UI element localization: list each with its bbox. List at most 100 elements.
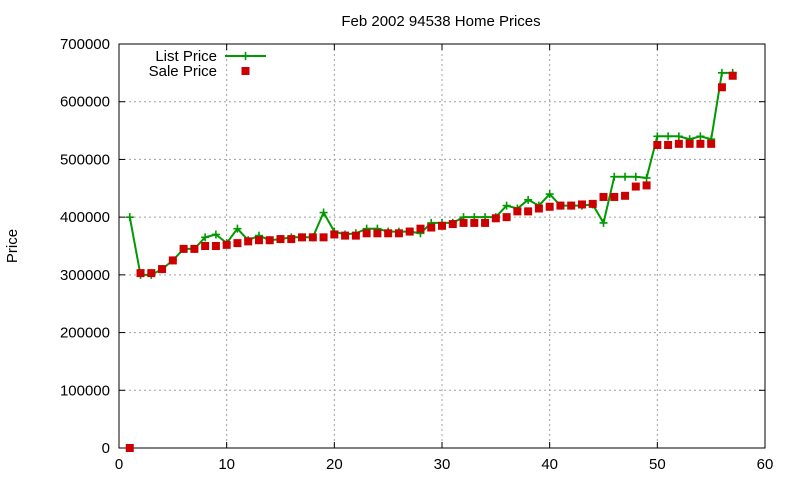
y-tick-label: 200000 [60,325,110,342]
sale-price-point [158,265,167,274]
legend-label-sale-price: Sale Price [149,63,217,80]
x-tick-label: 30 [434,456,451,473]
list-price-point [599,218,608,227]
sale-price-point [685,139,694,148]
list-price-point [653,132,662,141]
sale-price-point [524,207,533,216]
sale-price-point [674,139,683,148]
sale-price-point [491,214,500,223]
chart-title: Feb 2002 94538 Home Prices [341,13,540,30]
list-price-point [502,201,511,210]
sale-price-point [556,201,565,210]
list-price-point [642,173,651,182]
list-price-point [664,132,673,141]
x-tick-label: 50 [649,456,666,473]
sale-price-point [190,244,199,253]
sale-price-point [707,139,716,148]
sale-price-point [362,229,371,238]
sale-price-point [567,201,576,210]
sale-price-point [168,256,177,265]
list-price-point [610,172,619,181]
list-price-point [717,68,726,77]
sale-price-point [298,233,307,242]
list-price-point [233,224,242,233]
y-tick-label: 600000 [60,94,110,111]
sale-price-point [664,141,673,149]
sale-price-point [211,242,220,250]
sale-price-point [351,231,360,240]
sale-price-point [244,237,253,246]
x-tick-label: 40 [541,456,558,473]
y-tick-label: 700000 [60,36,110,53]
sale-price-point [222,240,231,249]
list-price-point [696,132,705,141]
list-price-point [674,132,683,141]
sale-price-point [233,239,242,248]
y-tick-label: 400000 [60,209,110,226]
sale-price-point [384,229,393,238]
list-price-point [631,172,640,181]
list-price-line [128,71,733,276]
y-axis-label: Price [4,229,21,263]
sale-price-point [341,231,350,240]
sale-price-point [577,200,586,209]
y-tick-label: 500000 [60,151,110,168]
sale-price-point [459,218,468,227]
y-tick-label: 300000 [60,267,110,284]
x-tick-label: 0 [115,456,123,473]
sale-price-point [545,202,554,211]
legend-swatch-list-price-marker [241,52,250,60]
sale-price-point [179,244,188,253]
list-price-point [621,172,630,181]
sale-price-point [631,182,640,191]
y-tick-label: 0 [102,440,110,457]
sale-price-point [610,192,619,201]
legend-label-list-price: List Price [155,48,217,65]
sale-price-point [448,220,457,229]
sale-price-point [534,204,543,213]
legend-swatch-sale-price [241,67,250,75]
sale-price-point [254,236,263,245]
sale-price-point [696,139,705,148]
sale-price-point [653,141,662,149]
sale-price-point [427,223,436,232]
sale-price-point [481,218,490,227]
list-price-point [524,195,533,204]
sale-price-point [287,235,296,244]
sale-price-point [136,269,145,278]
x-tick-label: 20 [326,456,343,473]
list-price-point [319,208,328,217]
y-tick-label: 100000 [60,382,110,399]
x-tick-label: 60 [757,456,774,473]
sale-price-point [717,83,726,92]
sale-price-point [728,71,737,80]
sale-price-point [265,236,274,245]
axis-ticks: 0 10 20 30 40 50 60 0 100000 200000 300000 400000 50… [60,36,773,473]
sale-price-point [276,235,285,244]
sale-price-point [330,230,339,239]
sale-price-point [599,192,608,201]
sale-price-point [642,181,651,190]
sale-price-point [513,207,522,216]
series-layer [125,68,737,452]
sale-price-point [470,218,479,227]
sale-price-point [201,242,210,250]
list-price-point [201,233,210,242]
sale-price-point [147,269,156,278]
sale-price-point [373,229,382,238]
sale-price-point [308,233,317,242]
sale-price-point [319,233,328,242]
list-price-point [211,230,220,239]
list-price-point [545,190,554,199]
legend: List Price Sale Price [149,48,266,80]
sale-price-point [416,224,425,233]
sale-price-point [405,227,414,236]
sale-price-point [394,229,403,238]
x-tick-label: 10 [218,456,235,473]
sale-price-point [125,444,134,452]
sale-price-point [438,221,446,230]
sale-price-point [588,199,597,208]
sale-price-point [621,191,630,200]
sale-price-point [502,213,511,222]
